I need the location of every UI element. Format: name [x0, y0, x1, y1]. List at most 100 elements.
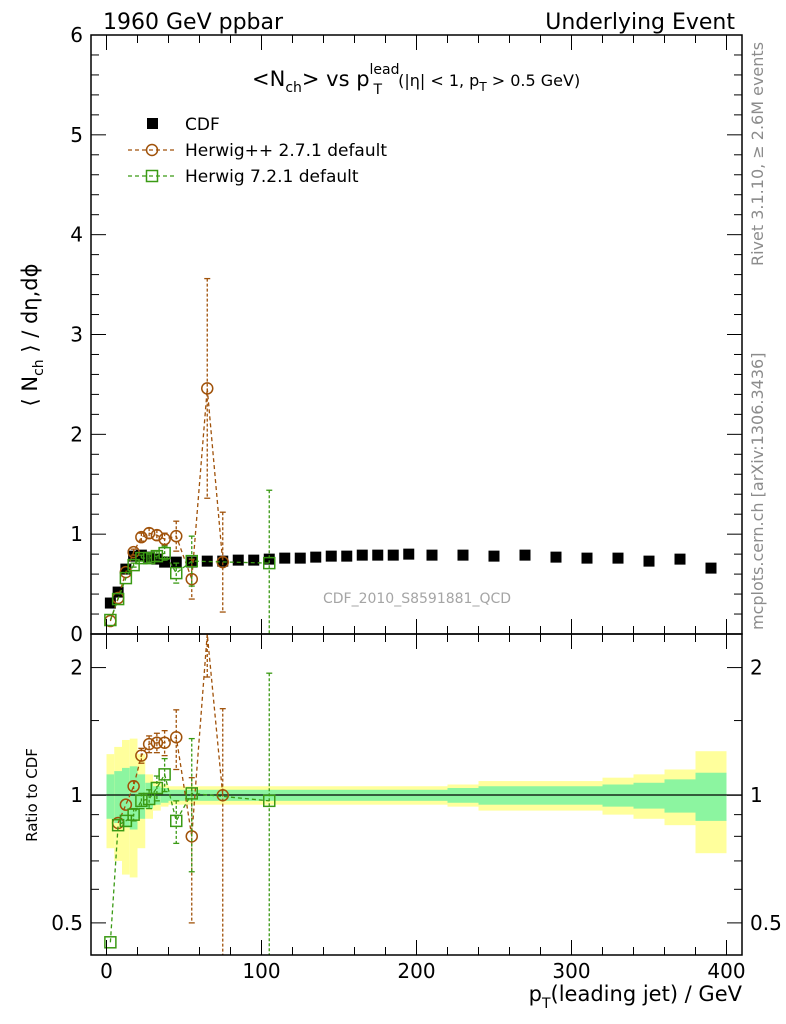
ratio-xtick-label: 100	[242, 959, 280, 983]
main-cdf-point	[519, 549, 531, 561]
main-cdf-point	[120, 563, 132, 575]
ratio-band-inner	[695, 772, 727, 821]
ratio-xtick-label: 400	[707, 959, 745, 983]
header-right: Underlying Event	[545, 10, 735, 35]
ratio-ytick-label-right: 2	[750, 656, 763, 680]
main-herwigpp-point	[170, 529, 183, 543]
ratio-band-inner	[122, 767, 130, 828]
ratio-herwig7-point	[142, 792, 156, 806]
main-ytick-label: 1	[70, 522, 83, 546]
main-herwig7-point	[119, 571, 133, 585]
main-herwigpp-point	[142, 526, 156, 540]
main-cdf-point	[612, 552, 624, 564]
ratio-herwig7-point	[263, 794, 276, 808]
legend-marker-herwig7	[145, 169, 159, 183]
main-cdf-point	[674, 553, 686, 565]
ratio-band-inner	[114, 771, 122, 824]
main-cdf-point	[387, 549, 399, 561]
ratio-ytick-label: 1	[70, 783, 83, 807]
ratio-herwigpp-point	[127, 779, 140, 793]
main-ytick-label: 6	[70, 23, 83, 47]
ratio-band-inner	[633, 782, 665, 809]
ratio-herwig7-point	[170, 814, 183, 828]
main-herwig7-point	[170, 566, 183, 580]
main-cdf-point	[263, 553, 275, 565]
ratio-ylabel: Ratio to CDF	[23, 748, 41, 842]
ratio-frame	[90, 633, 743, 956]
main-cdf-point	[341, 550, 353, 562]
legend-label-cdf: CDF	[185, 115, 220, 135]
ratio-herwigpp-point	[158, 736, 171, 749]
main-cdf-point	[159, 556, 171, 568]
ratio-herwig7-point	[150, 781, 164, 795]
main-cdf-point	[550, 551, 562, 563]
main-ytick-label: 4	[70, 223, 83, 247]
main-herwig7-point	[111, 592, 125, 606]
main-ylabel: ⟨ Nch ⟩ / dη,dϕ	[18, 264, 47, 407]
main-herwig7-point	[263, 556, 276, 570]
ratio-herwigpp-line	[117, 633, 224, 837]
ratio-xtick-label: 300	[552, 959, 590, 983]
ratio-herwigpp-point	[150, 736, 164, 749]
main-herwigpp-point	[150, 528, 164, 542]
main-herwigpp-point	[201, 382, 214, 395]
main-ytick-label: 5	[70, 123, 83, 147]
main-herwig7-point	[142, 551, 156, 565]
main-cdf-point	[403, 548, 415, 560]
ratio-herwig7-point	[127, 808, 140, 821]
main-cdf-point	[279, 552, 291, 564]
main-herwig7-point	[185, 554, 198, 568]
ratio-band-inner	[106, 774, 115, 819]
main-cdf-point	[581, 552, 593, 564]
mcplots-label: mcplots.cern.ch [arXiv:1306.3436]	[748, 353, 767, 630]
legend-marker-herwigpp	[145, 143, 159, 157]
main-ytick-label: 0	[70, 622, 83, 646]
ratio-ytick-label: 2	[70, 656, 83, 680]
analysis-watermark: CDF_2010_S8591881_QCD	[323, 591, 511, 607]
main-cdf-point	[217, 555, 229, 567]
ratio-herwig7-point	[104, 936, 117, 949]
ratio-herwig7-point	[135, 794, 148, 808]
main-herwigpp-line	[109, 388, 224, 622]
ratio-herwigpp-point	[142, 737, 156, 751]
legend-label-herwigpp: Herwig++ 2.7.1 default	[185, 141, 387, 161]
main-cdf-point	[294, 552, 306, 564]
main-cdf-point	[128, 550, 140, 562]
legend-label-herwig7: Herwig 7.2.1 default	[185, 167, 359, 187]
main-cdf-point	[325, 550, 337, 562]
main-cdf-point	[372, 549, 384, 561]
main-panel: 0 1 2 3 4 5 6 <Nch> vs plead T (|η| < 1, pT > 0.…	[18, 23, 743, 646]
main-herwigpp-point	[135, 530, 148, 544]
ratio-ytick-label: 0.5	[51, 911, 83, 935]
main-cdf-point	[248, 554, 260, 566]
ratio-band-inner	[129, 766, 138, 830]
main-ytick-label: 3	[70, 323, 83, 347]
ratio-herwig7-point	[158, 768, 171, 781]
main-title: <Nch> vs plead T (|η| < 1, pT > 0.5 GeV)	[252, 62, 580, 98]
main-herwig7-line	[109, 552, 270, 621]
header-left: 1960 GeV ppbar	[103, 10, 284, 35]
main-herwig7-point	[158, 546, 171, 560]
main-cdf-point	[104, 597, 116, 609]
main-cdf-point	[488, 550, 500, 562]
ratio-xlabel: pT(leading jet) / GeV	[529, 982, 743, 1012]
main-herwigpp-point	[158, 532, 171, 546]
ratio-band-inner	[137, 774, 146, 819]
main-herwig7-point	[127, 558, 140, 572]
ratio-band-inner	[664, 779, 696, 813]
rivet-label: Rivet 3.1.10, ≥ 2.6M events	[748, 42, 767, 266]
ratio-herwigpp-point	[119, 798, 133, 811]
ratio-panel: 0.5 0.5 1 1 2 2 0 100 200 300 400 Ratio to CDF pT(…	[23, 633, 782, 1012]
main-cdf-point	[201, 555, 213, 567]
main-cdf-point	[170, 556, 182, 568]
ratio-ytick-label-right: 1	[750, 783, 763, 807]
ratio-herwig7-point	[111, 818, 125, 832]
ratio-herwigpp-point	[170, 731, 183, 744]
ratio-ytick-label-right: 0.5	[750, 911, 782, 935]
main-herwig7-point	[150, 549, 164, 563]
main-ytick-label: 2	[70, 422, 83, 446]
ratio-xtick-label: 0	[100, 959, 113, 983]
legend-marker-cdf	[147, 118, 158, 129]
main-cdf-point	[643, 555, 655, 567]
